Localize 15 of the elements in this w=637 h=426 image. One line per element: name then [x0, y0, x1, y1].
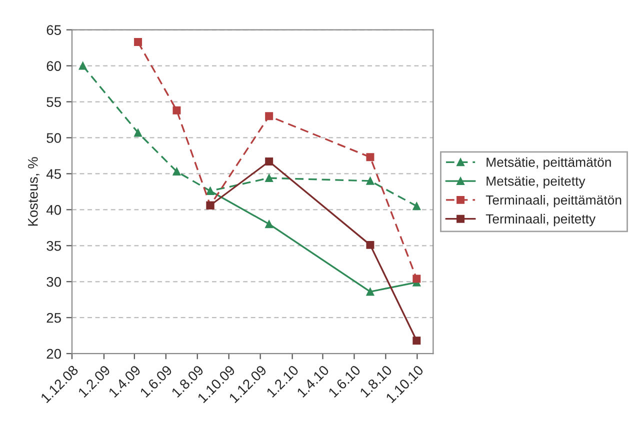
legend-label: Terminaali, peitetty — [486, 214, 596, 226]
y-tick-label: 65 — [46, 25, 61, 35]
y-tick-label: 25 — [46, 312, 61, 323]
y-axis-title: Kosteus, % — [28, 157, 40, 226]
y-tick-label: 20 — [46, 348, 62, 359]
y-tick-label: 55 — [46, 97, 61, 107]
y-tick-label: 60 — [46, 61, 62, 71]
legend-label: Terminaali, peittämätön — [486, 195, 622, 208]
y-tick-label: 30 — [46, 276, 62, 287]
y-tick-label: 50 — [46, 133, 62, 143]
y-tick-label: 40 — [46, 205, 62, 215]
y-tick-label: 45 — [46, 169, 61, 179]
y-tick-label: 35 — [46, 240, 61, 251]
legend-label: Metsätie, peitetty — [486, 176, 586, 188]
legend-label: Metsätie, peittämätön — [486, 157, 611, 170]
